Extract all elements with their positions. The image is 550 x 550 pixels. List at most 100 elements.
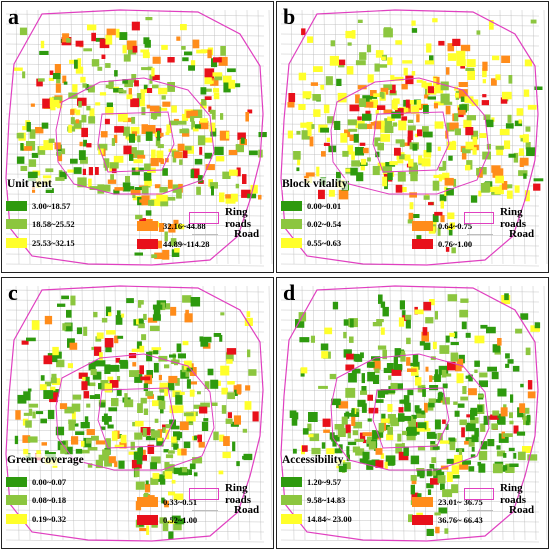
block-polygon [48, 77, 54, 81]
road-swatch [467, 233, 493, 235]
block-polygon [466, 414, 473, 418]
block-polygon [505, 353, 510, 359]
block-polygon [173, 521, 182, 531]
block-polygon [505, 123, 514, 129]
block-polygon [74, 59, 78, 69]
block-polygon [451, 475, 460, 479]
block-polygon [108, 312, 112, 316]
block-polygon [101, 54, 106, 59]
block-polygon [152, 304, 163, 310]
block-polygon [447, 361, 456, 371]
block-polygon [171, 436, 177, 443]
block-polygon [190, 110, 198, 117]
block-polygon [433, 103, 438, 109]
block-polygon [244, 401, 252, 410]
block-polygon [143, 37, 150, 45]
block-polygon [452, 140, 456, 147]
block-polygon [464, 440, 472, 445]
block-polygon [424, 82, 432, 89]
block-polygon [159, 194, 168, 202]
block-polygon [168, 464, 175, 474]
block-polygon [234, 389, 238, 396]
block-polygon [340, 133, 348, 143]
block-polygon [258, 132, 267, 138]
block-polygon [39, 384, 47, 390]
block-polygon [360, 390, 367, 395]
block-polygon [431, 471, 437, 476]
block-polygon [77, 58, 82, 68]
block-polygon [209, 109, 214, 114]
block-polygon [75, 119, 80, 124]
legend-label: 14.84~ 23.00 [307, 513, 352, 524]
block-polygon [221, 387, 228, 395]
block-polygon [306, 121, 313, 130]
block-polygon [227, 68, 236, 73]
block-polygon [59, 403, 68, 410]
block-polygon [415, 133, 419, 138]
block-polygon [360, 165, 365, 171]
block-polygon [78, 101, 82, 108]
block-polygon [357, 19, 363, 23]
block-polygon [312, 94, 321, 101]
block-polygon [519, 134, 525, 139]
block-polygon [354, 438, 364, 442]
block-polygon [447, 53, 457, 61]
block-polygon [461, 427, 465, 438]
block-polygon [207, 49, 212, 59]
legend-entry: 0.52~1.00 [137, 514, 197, 525]
block-polygon [377, 389, 385, 398]
block-polygon [161, 95, 166, 100]
block-polygon [73, 120, 82, 129]
block-polygon [408, 418, 416, 429]
block-polygon [134, 187, 142, 190]
block-polygon [175, 518, 185, 525]
block-polygon [428, 402, 435, 408]
block-polygon [479, 372, 488, 378]
block-polygon [497, 338, 502, 346]
block-polygon [367, 394, 373, 401]
block-polygon [191, 168, 200, 179]
block-polygon [419, 341, 425, 346]
panel-letter: d [283, 280, 296, 305]
block-polygon [220, 312, 225, 316]
block-polygon [249, 150, 258, 156]
block-polygon [99, 402, 106, 408]
block-polygon [184, 51, 193, 56]
block-polygon [35, 127, 44, 134]
block-polygon [27, 171, 38, 182]
block-polygon [417, 469, 425, 477]
block-polygon [87, 24, 97, 31]
block-polygon [293, 151, 301, 160]
block-polygon [189, 381, 197, 385]
block-polygon [415, 377, 422, 386]
block-polygon [395, 383, 403, 391]
legend-entry: 0.55~0.63 [281, 237, 341, 248]
block-polygon [434, 369, 439, 378]
block-polygon [131, 147, 137, 154]
block-polygon [447, 43, 455, 52]
block-polygon [404, 154, 411, 161]
legend-label: 0.19~0.32 [32, 513, 67, 524]
block-polygon [291, 418, 298, 426]
block-polygon [524, 59, 533, 67]
block-polygon [347, 119, 357, 126]
block-polygon [107, 179, 117, 184]
block-polygon [114, 444, 125, 449]
block-polygon [153, 362, 159, 373]
block-polygon [82, 83, 87, 88]
block-polygon [534, 322, 541, 329]
block-polygon [209, 122, 216, 132]
block-polygon [358, 123, 367, 130]
block-polygon [421, 410, 425, 415]
block-polygon [159, 382, 168, 391]
block-polygon [496, 450, 506, 457]
block-polygon [361, 403, 367, 413]
block-polygon [458, 449, 463, 459]
block-polygon [36, 411, 44, 415]
legend-entry: 0.00~0.07 [6, 476, 66, 487]
block-polygon [45, 188, 54, 193]
block-polygon [246, 311, 251, 317]
block-polygon [449, 441, 456, 451]
block-polygon [298, 104, 306, 110]
block-polygon [175, 395, 183, 405]
